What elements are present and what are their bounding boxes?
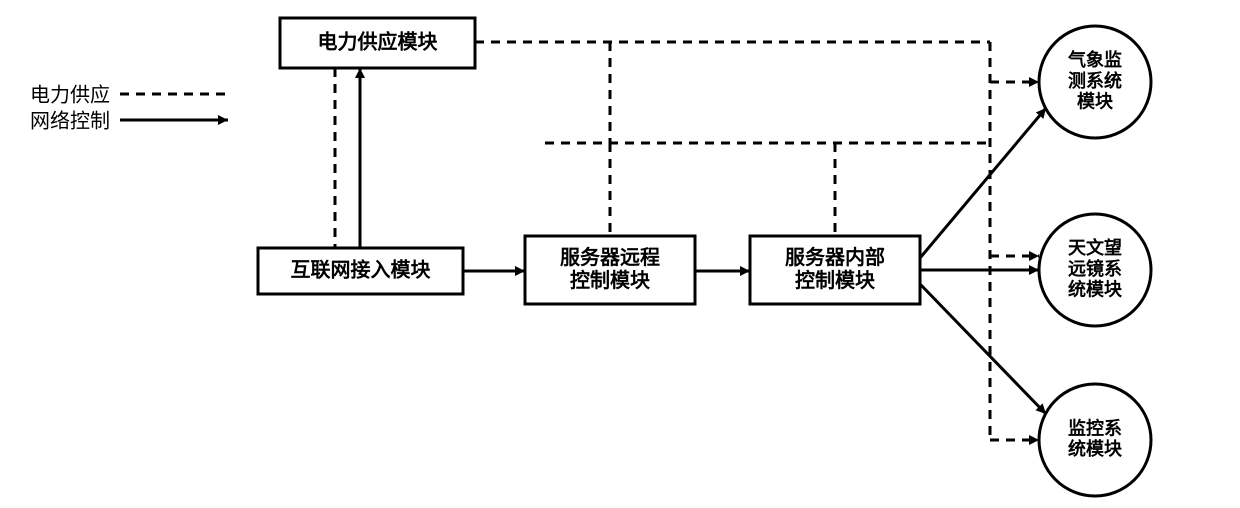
circle-weather-label: 测系统 bbox=[1068, 70, 1122, 91]
circle-monitor: 监控系统模块 bbox=[1039, 384, 1151, 496]
svg-text:电力供应: 电力供应 bbox=[30, 83, 110, 106]
circle-telescope: 天文望远镜系统模块 bbox=[1039, 214, 1151, 326]
box-internal-label: 服务器内部 bbox=[785, 245, 885, 269]
circle-monitor-label: 监控系 bbox=[1068, 417, 1122, 438]
box-internet: 互联网接入模块 bbox=[258, 248, 463, 294]
svg-text:网络控制: 网络控制 bbox=[30, 109, 110, 132]
circle-monitor-label: 统模块 bbox=[1068, 438, 1123, 459]
circle-weather: 气象监测系统模块 bbox=[1039, 26, 1151, 138]
solid-arrow bbox=[920, 108, 1046, 258]
box-remote-label: 服务器远程 bbox=[560, 245, 660, 269]
legend-entry-solid: 网络控制 bbox=[30, 109, 228, 132]
solid-arrow bbox=[920, 284, 1046, 414]
legend-entry-dashed: 电力供应 bbox=[30, 83, 228, 106]
box-internal-label: 控制模块 bbox=[795, 268, 876, 292]
circle-weather-label: 模块 bbox=[1077, 90, 1114, 111]
circle-telescope-label: 天文望 bbox=[1068, 237, 1122, 258]
box-power: 电力供应模块 bbox=[280, 18, 475, 68]
box-internet-label: 互联网接入模块 bbox=[291, 257, 432, 281]
box-remote-label: 控制模块 bbox=[570, 268, 651, 292]
box-internal: 服务器内部控制模块 bbox=[750, 236, 920, 304]
circle-telescope-label: 统模块 bbox=[1068, 278, 1123, 299]
box-remote: 服务器远程控制模块 bbox=[525, 236, 695, 304]
box-power-label: 电力供应模块 bbox=[318, 29, 439, 53]
circle-telescope-label: 远镜系 bbox=[1068, 258, 1122, 279]
circle-weather-label: 气象监 bbox=[1067, 49, 1122, 70]
